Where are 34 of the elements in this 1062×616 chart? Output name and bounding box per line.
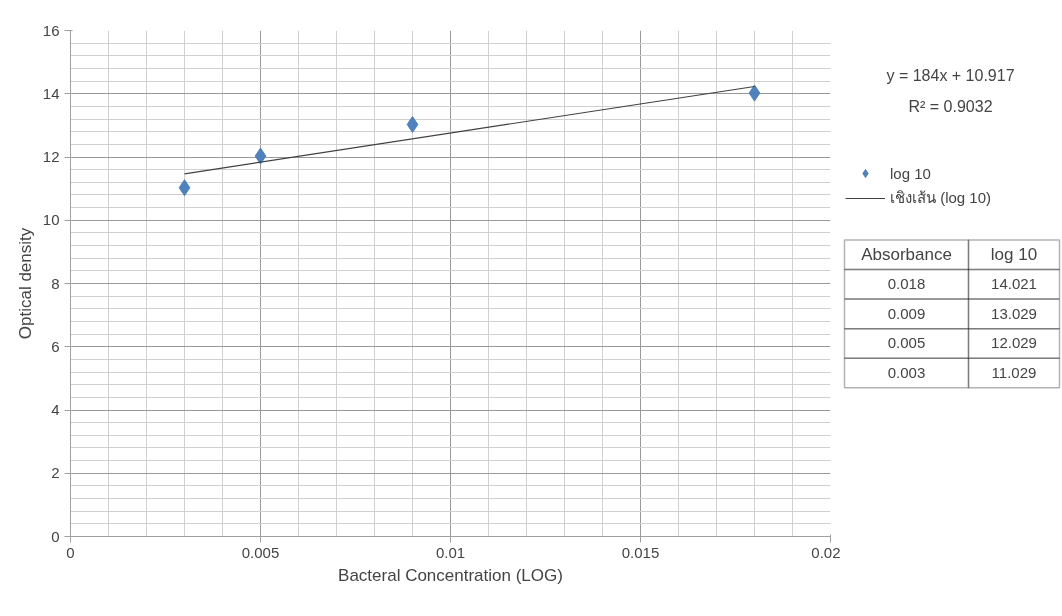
text: log 10: [990, 245, 1038, 265]
text: 0.005: [887, 334, 926, 352]
y-tick-label: 6: [51, 337, 60, 355]
x-tick-label: 0.01: [435, 543, 466, 561]
point: [748, 84, 761, 102]
point: [178, 179, 191, 197]
x-tick-label: 0.005: [241, 543, 280, 561]
y-tick-label: 16: [42, 21, 60, 39]
legend-label: log 10: [890, 164, 931, 182]
x-tick-label: 0.02: [811, 543, 841, 561]
text: y = 184x + 10.917: [886, 67, 1015, 85]
y-tick-label: 2: [51, 464, 60, 482]
y-tick-label: 4: [51, 401, 60, 418]
point: [406, 115, 419, 133]
y-tick-label: 10: [42, 211, 60, 229]
y-tick-label: 14: [42, 84, 60, 102]
y-axis-title: Optical density: [15, 227, 35, 340]
text: 0.018: [887, 275, 926, 293]
text: 0.003: [887, 364, 926, 382]
text: 14.021: [991, 275, 1037, 293]
y-tick-label: 0: [51, 527, 60, 545]
y-tick-label: 8: [51, 274, 60, 292]
point: [254, 147, 267, 165]
y-tick-label: 12: [42, 148, 60, 165]
x-axis-title: Bacteral Concentration (LOG): [338, 565, 563, 585]
text: 0.009: [887, 304, 926, 322]
text: 13.029: [991, 304, 1037, 322]
x-tick-label: 0.015: [621, 543, 660, 561]
legend-label: เชิงเส้น (log 10): [890, 188, 992, 208]
text: 11.029: [991, 364, 1037, 382]
text: Absorbance: [861, 245, 952, 265]
x-tick-label: 0: [66, 543, 75, 561]
text: R² = 0.9032: [908, 97, 993, 115]
text: 12.029: [991, 334, 1037, 352]
